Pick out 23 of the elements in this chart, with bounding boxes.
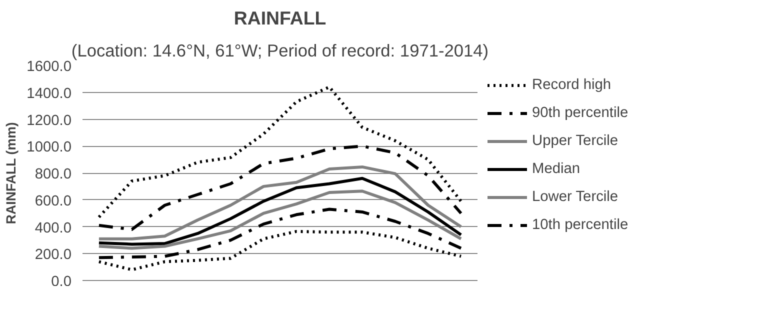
y-tick-label: 0.0 bbox=[51, 274, 72, 290]
y-tick-label: 1400.0 bbox=[26, 86, 72, 102]
legend-label: Record high bbox=[532, 77, 612, 93]
line-series bbox=[97, 176, 463, 246]
legend-label: 10th percentile bbox=[532, 217, 628, 233]
y-tick-label: 400.0 bbox=[34, 220, 72, 236]
line-series bbox=[97, 165, 463, 240]
legend-label: 90th percentile bbox=[532, 105, 628, 121]
y-tick-label: 200.0 bbox=[34, 247, 72, 264]
chart-title: RAINFALL bbox=[234, 8, 326, 28]
chart-subtitle: (Location: 14.6°N, 61°W; Period of record: 1971-2014) bbox=[71, 40, 489, 60]
legend-label: Lower Tercile bbox=[532, 189, 618, 205]
y-tick-label: 1600.0 bbox=[26, 59, 72, 75]
y-axis-title: RAINFALL (mm) bbox=[4, 122, 19, 224]
y-tick-label: 1200.0 bbox=[26, 112, 72, 129]
legend-label: Median bbox=[532, 161, 580, 177]
y-tick-label: 1000.0 bbox=[26, 140, 72, 156]
y-tick-label: 800.0 bbox=[34, 166, 72, 182]
line-series bbox=[97, 86, 463, 219]
y-tick-label: 600.0 bbox=[34, 193, 72, 210]
line-series bbox=[97, 144, 463, 231]
legend-label: Upper Tercile bbox=[532, 133, 618, 149]
line-series bbox=[97, 190, 463, 250]
